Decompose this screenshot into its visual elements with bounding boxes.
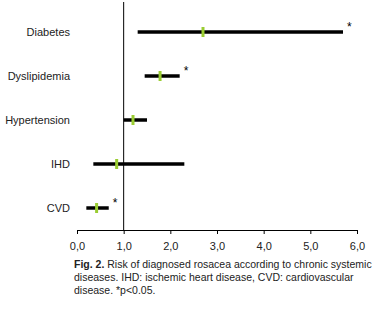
point-estimate bbox=[132, 115, 135, 125]
x-tick-label: 6,0 bbox=[350, 240, 365, 252]
significance-marker: * bbox=[113, 196, 118, 210]
point-estimate bbox=[202, 27, 205, 37]
significance-marker: * bbox=[347, 20, 352, 34]
x-tick-mark bbox=[310, 230, 311, 234]
x-tick-mark bbox=[124, 230, 125, 234]
confidence-interval bbox=[138, 30, 343, 34]
point-estimate bbox=[159, 71, 162, 81]
x-tick-mark bbox=[217, 230, 218, 234]
x-tick: 0,0 bbox=[70, 230, 85, 252]
confidence-interval bbox=[124, 118, 147, 122]
x-tick-label: 4,0 bbox=[257, 240, 272, 252]
confidence-interval bbox=[145, 74, 180, 78]
point-estimate bbox=[115, 159, 118, 169]
x-tick-mark bbox=[264, 230, 265, 234]
x-axis: 0,0 1,0 2,0 3,0 4,0 5,0 6,0 bbox=[70, 230, 365, 252]
category-label: Dyslipidemia bbox=[8, 70, 71, 82]
x-tick: 5,0 bbox=[303, 230, 318, 252]
x-tick-label: 2,0 bbox=[163, 240, 178, 252]
x-tick-label: 1,0 bbox=[117, 240, 132, 252]
x-tick-label: 0,0 bbox=[70, 240, 85, 252]
caption-text: Risk of diagnosed rosacea according to c… bbox=[74, 258, 372, 296]
significance-markers: * * * bbox=[113, 20, 352, 210]
x-tick-mark bbox=[170, 230, 171, 234]
category-label: Hypertension bbox=[5, 114, 70, 126]
category-label: Diabetes bbox=[27, 26, 71, 38]
point-estimate bbox=[95, 203, 98, 213]
category-labels: Diabetes Dyslipidemia Hypertension IHD CVD bbox=[5, 26, 71, 214]
x-tick-mark bbox=[77, 230, 78, 234]
x-tick: 4,0 bbox=[257, 230, 272, 252]
x-tick: 6,0 bbox=[350, 230, 365, 252]
x-tick-mark bbox=[357, 230, 358, 234]
significance-marker: * bbox=[184, 64, 189, 78]
category-label: CVD bbox=[47, 202, 70, 214]
category-label: IHD bbox=[51, 158, 70, 170]
caption-label: Fig. 2. bbox=[74, 258, 104, 270]
x-tick: 3,0 bbox=[210, 230, 225, 252]
caption: Fig. 2. Risk of diagnosed rosacea accord… bbox=[74, 258, 379, 297]
x-tick-label: 3,0 bbox=[210, 240, 225, 252]
x-tick-label: 5,0 bbox=[303, 240, 318, 252]
confidence-interval bbox=[93, 162, 184, 166]
x-tick: 1,0 bbox=[117, 230, 132, 252]
x-tick: 2,0 bbox=[163, 230, 178, 252]
marks bbox=[86, 27, 343, 213]
chart: 0,0 1,0 2,0 3,0 4,0 5,0 6,0 Diabetes Dyslipidemi… bbox=[0, 0, 389, 258]
reference-line bbox=[123, 2, 124, 230]
